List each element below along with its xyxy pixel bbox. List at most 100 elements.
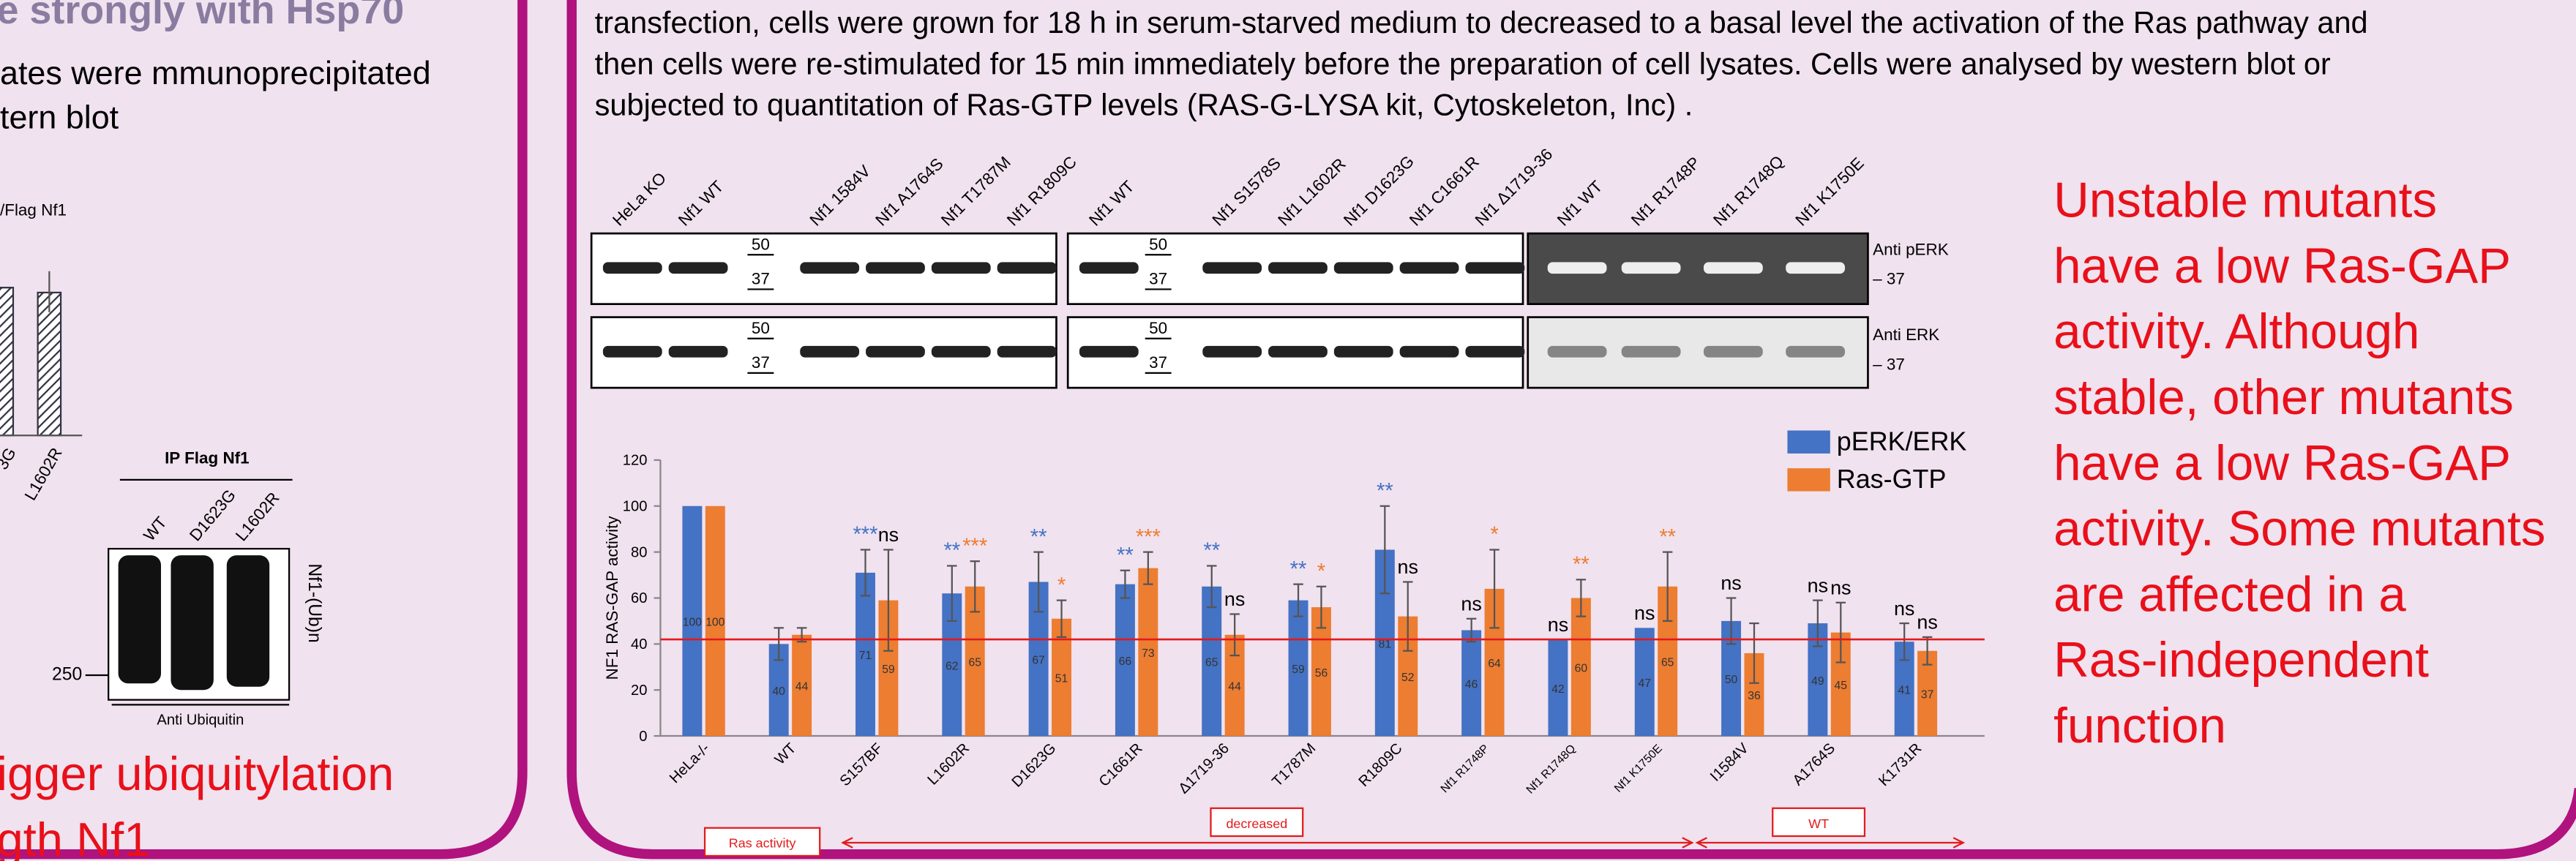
legend-label: pERK/ERK	[1837, 426, 1967, 456]
value-label: 56	[1315, 667, 1328, 680]
blot-marker: 250	[52, 665, 82, 685]
value-label: 44	[1228, 681, 1241, 693]
significance: ns	[1830, 577, 1851, 599]
bar	[1202, 586, 1222, 737]
bar	[1548, 639, 1568, 737]
blot-band	[1333, 345, 1393, 358]
blot-caption: Anti Ubiquitin	[157, 712, 244, 728]
value-label: 71	[859, 650, 872, 662]
bar	[1138, 568, 1158, 737]
significance: **	[1377, 480, 1393, 503]
value-label: 52	[1401, 672, 1414, 684]
blot-band	[1079, 262, 1139, 274]
blot-antibody: Anti pERK	[1873, 240, 1949, 258]
significance: *	[1057, 574, 1066, 597]
left-text: tern blot	[0, 98, 119, 135]
bar	[1052, 618, 1072, 737]
methods-line: subjected to quantitation of Ras-GTP lev…	[595, 87, 1693, 121]
blot-side-label: Nf1-(Ub)n	[304, 563, 324, 642]
blot-band	[1786, 345, 1846, 358]
significance: ns	[1917, 612, 1937, 633]
y-tick-label: 0	[639, 729, 647, 745]
value-label: 59	[882, 663, 894, 676]
value-label: 62	[946, 660, 958, 672]
arrow-head	[1952, 837, 1966, 849]
value-label: 64	[1488, 658, 1501, 670]
blot-band	[1268, 345, 1328, 358]
conclusion: Unstable mutants have a low Ras-GAP activi…	[2053, 173, 2545, 753]
value-label: 59	[1292, 663, 1304, 676]
value-label: 100	[705, 617, 724, 629]
blot-band	[1547, 345, 1607, 358]
bar	[1570, 598, 1591, 737]
blot-marker: 37	[1149, 270, 1167, 288]
significance: *	[1490, 523, 1498, 546]
left-conclusion: gth Nf1	[0, 813, 150, 861]
significance: ***	[1136, 525, 1161, 549]
left-title: e strongly with Hsp70	[0, 0, 404, 32]
significance: **	[1659, 525, 1676, 549]
significance: ns	[1548, 614, 1568, 636]
value-label: 65	[1661, 657, 1674, 669]
value-label: 44	[795, 681, 809, 693]
left-bar	[0, 287, 15, 437]
blot-band	[1399, 262, 1459, 274]
legend-label: Ras-GTP	[1837, 464, 1947, 494]
methods-line: transfection, cells were grown for 18 h …	[595, 5, 2368, 40]
conclusion-line: function	[2053, 699, 2226, 753]
significance: **	[1203, 539, 1220, 563]
group-label: Ras activity	[729, 836, 796, 851]
bar	[855, 572, 875, 737]
value-label: 50	[1725, 674, 1738, 686]
significance: **	[1030, 525, 1047, 549]
legend-swatch	[1787, 430, 1830, 454]
significance: ns	[1398, 556, 1418, 578]
group-label: decreased	[1226, 816, 1287, 831]
blot-band	[1465, 262, 1525, 274]
conclusion-line: stable, other mutants	[2053, 370, 2514, 425]
value-label: 42	[1551, 683, 1564, 696]
blot-band	[668, 262, 728, 274]
conclusion-line: activity. Some mutants	[2053, 502, 2545, 557]
value-label: 67	[1032, 655, 1044, 667]
significance: ***	[962, 535, 987, 558]
left-conclusion: igger ubiquitylation	[0, 747, 394, 800]
blot-band	[1786, 262, 1846, 274]
blot-smear	[171, 555, 214, 691]
blot-band	[668, 345, 728, 358]
significance: ***	[853, 523, 877, 546]
blot-band	[1268, 262, 1328, 274]
value-label: 41	[1898, 684, 1910, 696]
bar	[705, 505, 725, 737]
value-label: 46	[1465, 679, 1478, 691]
value-label: 37	[1921, 689, 1933, 702]
significance: **	[1573, 553, 1590, 576]
blot-band	[866, 345, 925, 358]
blot-band	[1703, 345, 1763, 358]
significance: **	[1117, 544, 1134, 568]
value-label: 81	[1379, 639, 1391, 651]
y-tick-label: 20	[631, 683, 647, 699]
legend-swatch	[1787, 468, 1830, 492]
blot-size: – 37	[1873, 270, 1905, 288]
group-label: WT	[1808, 816, 1829, 831]
blot-band	[800, 345, 860, 358]
blot-smear	[118, 555, 161, 684]
blot-band	[1547, 262, 1607, 274]
methods: HeLa KO (NF1-/-) cells were transfected …	[595, 5, 2368, 121]
blot-band	[931, 262, 991, 274]
blot-band	[931, 345, 991, 358]
value-label: 47	[1639, 677, 1651, 690]
blot-title: IP Flag Nf1	[165, 448, 250, 467]
blot-marker: 50	[752, 319, 770, 337]
blot-marker: 37	[1149, 353, 1167, 372]
blot-band	[602, 262, 662, 274]
y-tick-label: 60	[631, 590, 647, 606]
blot-antibody: Anti ERK	[1873, 326, 1939, 344]
left-panel-border	[0, 0, 528, 860]
significance: ns	[1721, 572, 1741, 594]
left-chart-label: /Flag Nf1	[0, 200, 67, 219]
right-panel-border	[566, 0, 2576, 860]
blot-band	[997, 262, 1057, 274]
